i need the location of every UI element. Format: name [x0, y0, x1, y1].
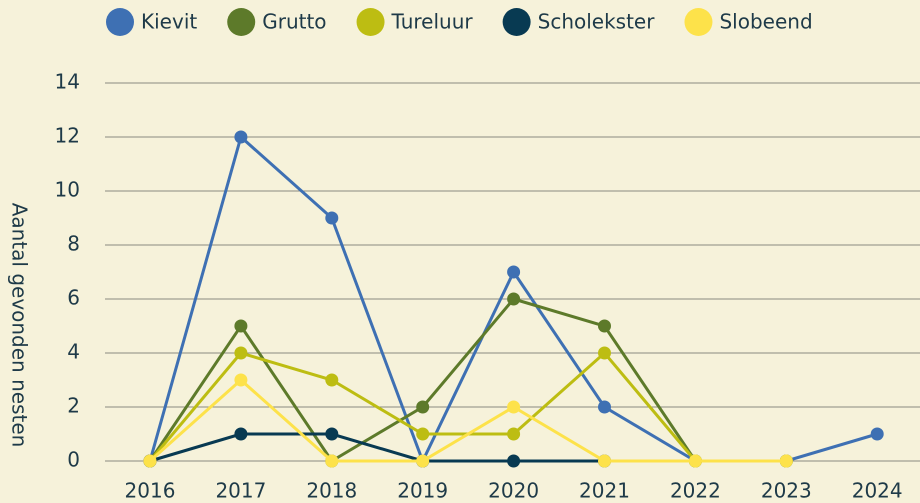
point [234, 319, 248, 333]
y-tick-label: 0 [67, 448, 80, 472]
point [416, 454, 430, 468]
legend-marker [502, 8, 531, 36]
point [598, 319, 611, 333]
point [234, 427, 248, 441]
point [325, 211, 339, 225]
point [688, 454, 702, 468]
point [416, 400, 430, 414]
point [143, 454, 157, 468]
point [779, 454, 793, 468]
point [507, 427, 521, 441]
x-tick-label: 2016 [125, 479, 176, 503]
x-tick-label: 2024 [852, 479, 903, 503]
point [598, 400, 611, 414]
point [507, 400, 521, 414]
x-tick-label: 2021 [579, 479, 630, 503]
point [507, 454, 521, 468]
y-axis-label: Aantal gevonden nesten [8, 203, 32, 448]
y-tick-label: 14 [55, 70, 80, 94]
legend-label: Tureluur [391, 10, 474, 34]
point [870, 427, 884, 441]
legend-marker [227, 8, 256, 36]
legend-label: Slobeend [719, 10, 812, 34]
y-tick-label: 6 [67, 286, 80, 310]
legend-label: Scholekster [538, 10, 656, 34]
y-tick-label: 8 [67, 232, 80, 256]
legend-marker [684, 8, 713, 36]
series-line [148, 297, 787, 464]
legend-marker [356, 8, 385, 36]
x-tick-label: 2020 [488, 479, 539, 503]
point [598, 454, 611, 468]
y-tick-label: 2 [67, 394, 80, 418]
point [234, 373, 248, 387]
y-tick-label: 4 [67, 340, 80, 364]
x-tick-label: 2017 [215, 479, 266, 503]
point [234, 346, 248, 360]
x-tick-label: 2022 [670, 479, 721, 503]
legend-label: Kievit [141, 10, 197, 34]
y-tick-label: 10 [55, 178, 80, 202]
point [507, 265, 521, 279]
series-line [149, 432, 605, 463]
x-tick-label: 2023 [761, 479, 812, 503]
y-tick-label: 12 [55, 124, 80, 148]
x-tick-label: 2018 [306, 479, 357, 503]
point [325, 454, 339, 468]
point [598, 346, 611, 360]
point [325, 427, 339, 441]
point [507, 292, 521, 306]
legend-label: Grutto [262, 10, 326, 34]
point [416, 427, 430, 441]
x-tick-label: 2019 [397, 479, 448, 503]
series-line [149, 377, 787, 463]
legend-marker [106, 8, 134, 36]
point [325, 373, 339, 387]
point [234, 130, 248, 144]
